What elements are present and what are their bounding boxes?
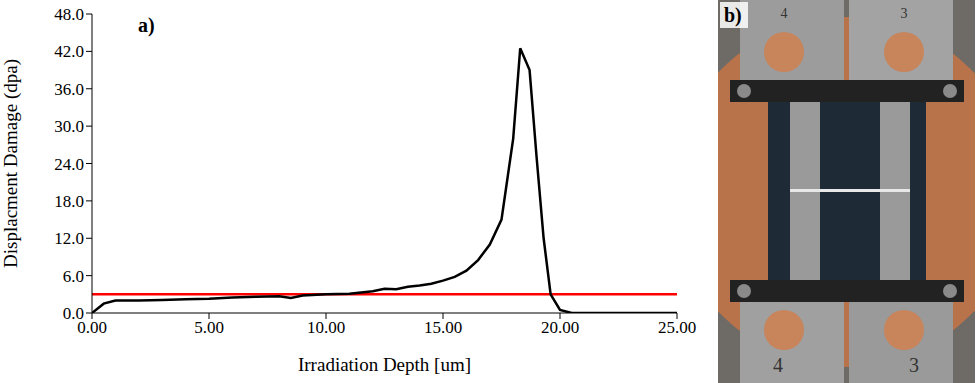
svg-text:25.00: 25.00: [658, 318, 696, 337]
svg-text:10.00: 10.00: [307, 318, 345, 337]
svg-text:6.0: 6.0: [63, 267, 84, 286]
svg-text:5.00: 5.00: [194, 318, 224, 337]
svg-text:30.0: 30.0: [54, 117, 84, 136]
svg-text:b): b): [724, 4, 742, 27]
svg-text:Displacment Damage (dpa): Displacment Damage (dpa): [0, 59, 22, 268]
svg-text:48.0: 48.0: [54, 5, 84, 24]
svg-text:0.00: 0.00: [77, 318, 107, 338]
svg-text:24.0: 24.0: [54, 155, 84, 174]
svg-text:3: 3: [909, 354, 919, 376]
svg-text:12.0: 12.0: [54, 229, 84, 248]
svg-text:20.00: 20.00: [541, 318, 579, 337]
svg-text:0.0: 0.0: [63, 304, 84, 323]
svg-text:Irradiation Depth [um]: Irradiation Depth [um]: [298, 354, 471, 375]
html-text:a): a): [138, 14, 155, 36]
svg-text:15.00: 15.00: [424, 318, 462, 337]
svg-text:4: 4: [773, 354, 783, 376]
svg-text:18.0: 18.0: [54, 192, 84, 211]
svg-text:3: 3: [901, 6, 908, 21]
svg-text:4: 4: [781, 6, 788, 21]
svg-text:36.0: 36.0: [54, 80, 84, 99]
svg-text:42.0: 42.0: [54, 42, 84, 61]
